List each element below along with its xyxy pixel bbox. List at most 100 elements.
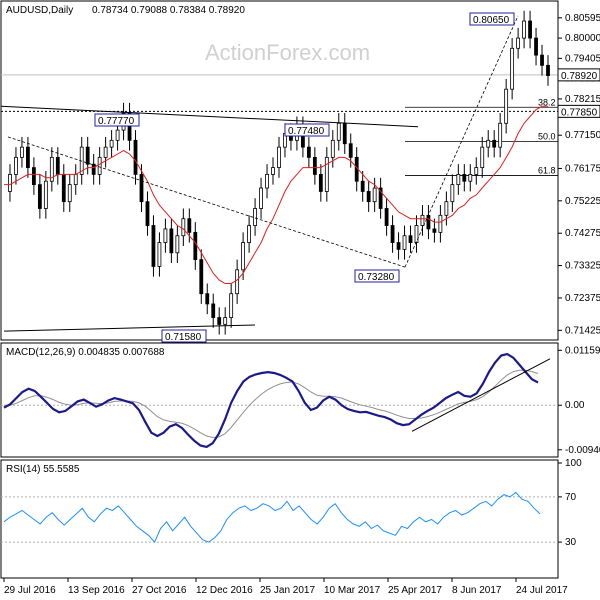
candle-body <box>133 139 138 175</box>
candle-body <box>480 146 485 168</box>
x-tick-label: 8 Jun 2017 <box>452 585 502 596</box>
annotation-label: 0.71580 <box>165 332 202 343</box>
candle-body <box>8 174 12 192</box>
macd-trendline <box>411 358 551 432</box>
candle-body <box>139 174 144 203</box>
annotation-label: 0.77480 <box>288 126 325 137</box>
candle-body <box>408 235 413 243</box>
candle-body <box>241 242 246 271</box>
candle-body <box>26 146 30 168</box>
rsi-y-axis: 100 70 30 <box>558 458 582 548</box>
candle-body <box>223 317 228 325</box>
candle-body <box>444 201 449 216</box>
x-tick-label: 13 Sep 2016 <box>68 585 125 596</box>
resistance-trendline <box>0 105 419 128</box>
candle-body <box>187 218 192 233</box>
candle-body <box>61 174 66 203</box>
candle-body <box>498 122 503 148</box>
candle-body <box>49 156 54 182</box>
candle-body <box>390 225 395 243</box>
candle-body <box>235 269 240 295</box>
candle-body <box>37 184 42 209</box>
candle-body <box>318 174 323 192</box>
candle-body <box>151 225 156 267</box>
candle-body <box>486 139 491 148</box>
candle-body <box>522 20 526 39</box>
annotation-label: 0.77770 <box>98 116 135 127</box>
candle-body <box>546 64 550 76</box>
candle-body <box>330 139 335 158</box>
candle-body <box>229 293 234 318</box>
macd-lines <box>1 352 558 449</box>
annotation-box <box>161 329 207 343</box>
macd-signal-path <box>4 369 539 439</box>
macd-header: MACD(12,26,9) 0.004835 0.007688 <box>6 347 165 358</box>
x-axis: 29 Jul 2016 13 Sep 2016 27 Oct 2016 12 Dec … <box>3 578 568 596</box>
candle-body <box>504 88 509 124</box>
candle-body <box>277 146 281 168</box>
rsi-y-tick-label: 30 <box>565 537 577 548</box>
main-y-tick-label: 0.74275 <box>565 228 600 239</box>
candle-body <box>372 187 377 203</box>
candle-body <box>271 167 275 175</box>
candle-body <box>516 37 521 49</box>
annotation-label: 0.80650 <box>473 15 510 26</box>
main-y-tick-label: 0.73325 <box>565 261 600 272</box>
candle-body <box>259 187 263 209</box>
fib-level-label: 50.0 <box>538 131 556 141</box>
dashed-trendline-up <box>404 15 519 268</box>
watermark: ActionForex.com <box>205 40 370 65</box>
candle-body <box>360 180 365 192</box>
main-ohlc-label: 0.78734 0.79088 0.78384 0.78920 <box>92 5 245 16</box>
moving-average-path <box>4 105 548 284</box>
candle-body <box>163 228 168 243</box>
candle-body <box>474 167 479 175</box>
candle-body <box>109 139 114 148</box>
candle-body <box>169 228 174 254</box>
main-grid: 38.2 50.0 61.8 <box>1 74 558 176</box>
candle-body <box>247 225 251 243</box>
candle-body <box>336 122 341 141</box>
rsi-header: RSI(14) 55.5585 <box>6 464 80 475</box>
macd-main-path <box>3 352 539 449</box>
rsi-y-tick-label: 100 <box>565 458 582 469</box>
candle-body <box>306 146 311 158</box>
candle-body <box>414 225 419 243</box>
annotation-box <box>354 269 400 283</box>
candle-body <box>420 214 425 226</box>
candle-body <box>67 184 72 203</box>
candle-body <box>20 146 24 158</box>
annotation-label: 0.73280 <box>358 272 395 283</box>
candle-body <box>468 174 473 182</box>
trendlines <box>0 15 519 332</box>
x-tick-label: 24 Jul 2017 <box>516 585 568 596</box>
candle-body <box>456 174 461 186</box>
annotation-box <box>94 113 140 127</box>
candle-body <box>55 156 60 175</box>
candle-body <box>396 242 401 250</box>
candle-body <box>73 174 78 186</box>
candle-body <box>205 293 210 305</box>
candle-body <box>115 129 120 141</box>
candle-body <box>342 122 347 145</box>
candle-body <box>97 156 102 175</box>
candle-body <box>199 259 204 295</box>
level-box <box>557 104 600 118</box>
macd-y-tick-label: 0.01159 <box>565 345 600 356</box>
main-y-tick-label: 0.79405 <box>565 53 600 64</box>
candle-body <box>378 187 383 209</box>
macd-y-tick-label: 0.00 <box>565 400 585 411</box>
level-label: 0.77850 <box>561 107 598 118</box>
candle-body <box>157 242 162 267</box>
main-y-tick-label: 0.80595 <box>565 13 600 24</box>
candle-body <box>127 112 132 141</box>
x-tick-label: 10 Mar 2017 <box>324 585 381 596</box>
main-y-tick-label: 0.80000 <box>565 33 600 44</box>
annotation-box <box>469 12 515 26</box>
candle-body <box>366 191 371 203</box>
main-y-tick-label: 0.76175 <box>565 163 600 174</box>
macd-y-tick-label: -0.00940 <box>565 445 600 456</box>
candle-body <box>253 208 257 226</box>
candle-body <box>432 228 437 233</box>
